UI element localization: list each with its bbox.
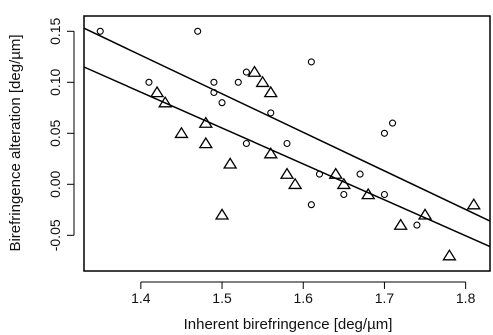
triangle-point [247,65,262,77]
triangle-point [263,146,278,159]
x-tick-label: 1.7 [375,290,395,306]
circle-point [242,139,250,148]
triangle-point [279,167,295,179]
triangle-point [198,136,213,149]
triangle-point [328,167,343,179]
circle-point [307,58,315,66]
y-tick-label: 0.15 [47,17,63,44]
triangle-point [263,85,278,98]
circle-point [234,78,242,86]
circle-point [145,78,153,86]
circle-point [283,139,291,148]
triangle-point [442,248,457,261]
triangle-point [361,187,376,200]
triangle-point [222,157,238,169]
triangle-point [214,208,230,220]
circle-point [413,221,421,229]
x-tick-label: 1.8 [456,290,476,306]
triangle-point [149,85,165,98]
y-tick-label: 0.10 [47,68,63,95]
circle-point [210,78,218,86]
x-tick-label: 1.5 [212,290,232,306]
y-axis-label: Birefringence alteration [deg/µm] [7,34,24,251]
triangle-point [393,218,408,230]
circle-point [389,119,397,127]
circle-point [380,129,388,137]
plot-frame [83,15,491,272]
circle-point [356,170,364,178]
triangle-point [466,197,481,210]
circle-point [242,68,250,76]
y-tick-label: 0.05 [47,119,63,146]
circle-point [218,99,226,107]
triangle-point [255,75,270,88]
circle-point [96,27,104,35]
y-tick-label: -0.05 [47,219,63,251]
triangle-point [174,126,189,139]
circle-point [210,88,218,97]
x-axis: 1.4 1.5 1.6 1.7 1.8 [131,281,476,306]
data-layer [83,27,491,261]
triangle-point [287,177,303,190]
circle-point [340,190,348,199]
circle-point [194,27,202,35]
x-axis-label: Inherent birefringence [deg/µm] [184,316,393,333]
x-tick-label: 1.4 [131,290,151,306]
regression-line-1 [83,27,491,222]
circle-point [267,109,275,117]
triangle-point [198,116,213,128]
y-axis: -0.05 0.00 0.05 0.10 0.15 [47,17,75,251]
triangle-point [158,95,173,108]
circle-point [380,190,388,199]
y-tick-label: 0.00 [47,170,63,197]
triangle-point [336,177,352,190]
circle-point [315,170,324,178]
triangle-point [417,208,433,220]
x-tick-label: 1.6 [294,290,314,306]
circle-point [307,201,315,209]
